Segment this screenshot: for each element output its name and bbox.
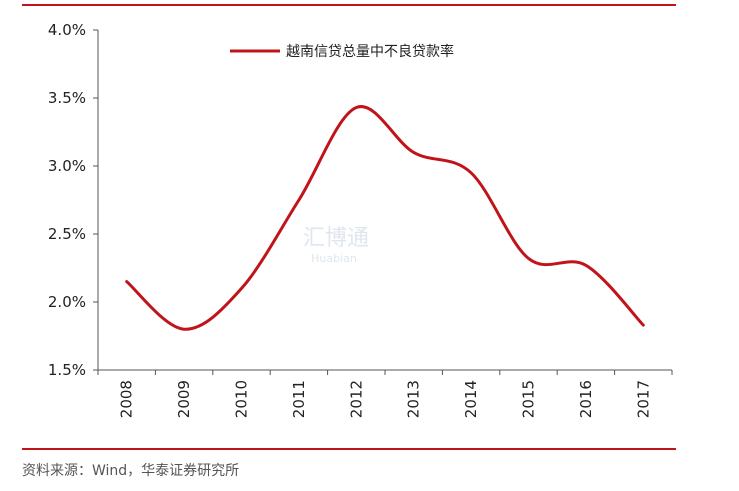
data-point bbox=[240, 287, 243, 290]
data-point bbox=[297, 199, 300, 202]
y-tick-label: 4.0% bbox=[48, 21, 86, 39]
data-point bbox=[527, 257, 530, 260]
watermark-en: Huabian bbox=[311, 252, 357, 265]
x-tick-label: 2009 bbox=[175, 380, 193, 418]
watermark-cn: 汇博通 bbox=[303, 226, 369, 251]
x-tick-label: 2010 bbox=[233, 380, 251, 418]
x-tick-label: 2008 bbox=[118, 380, 136, 418]
y-tick-label: 2.5% bbox=[48, 225, 86, 243]
y-axis: 4.0% 3.5% 3.0% 2.5% 2.0% 1.5% bbox=[48, 21, 99, 379]
data-point bbox=[183, 328, 186, 331]
data-point bbox=[412, 151, 415, 154]
data-point bbox=[125, 280, 128, 283]
legend-label: 越南信贷总量中不良贷款率 bbox=[286, 43, 454, 60]
x-axis: 2008 2009 2010 2011 2012 2013 2014 2015 2016 2017 bbox=[97, 369, 673, 418]
watermark: 汇博通 Huabian bbox=[303, 226, 369, 265]
data-point bbox=[355, 106, 358, 109]
x-tick-label: 2013 bbox=[405, 380, 423, 418]
y-tick-label: 3.5% bbox=[48, 89, 86, 107]
x-tick-label: 2016 bbox=[577, 380, 595, 418]
series-line-0 bbox=[125, 105, 645, 331]
legend: 越南信贷总量中不良贷款率 bbox=[230, 43, 454, 60]
y-tick-label: 3.0% bbox=[48, 157, 86, 175]
x-tick-label: 2015 bbox=[520, 380, 538, 418]
data-point bbox=[642, 324, 645, 327]
series-layer bbox=[125, 105, 645, 331]
y-tick-label: 2.0% bbox=[48, 293, 86, 311]
x-tick-label: 2011 bbox=[290, 380, 308, 418]
data-point bbox=[470, 171, 473, 174]
data-point bbox=[584, 264, 587, 267]
x-tick-label: 2017 bbox=[634, 380, 652, 418]
x-tick-label: 2012 bbox=[347, 380, 365, 418]
x-tick-label: 2014 bbox=[462, 380, 480, 418]
y-tick-label: 1.5% bbox=[48, 361, 86, 379]
source-note: 资料来源：Wind，华泰证券研究所 bbox=[22, 463, 239, 479]
